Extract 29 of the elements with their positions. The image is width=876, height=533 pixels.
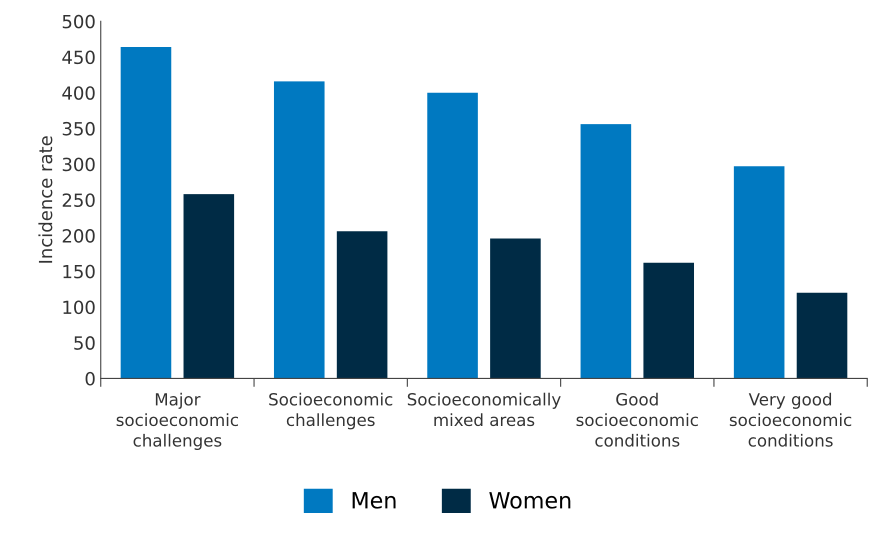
bar — [734, 166, 784, 378]
x-tick-label: Socioeconomically mixed areas — [408, 392, 561, 426]
bar — [184, 194, 234, 378]
x-tick-label: Good socioeconomic conditions — [576, 392, 698, 447]
bar — [274, 81, 325, 378]
y-tick-label: 100 — [63, 300, 95, 314]
y-tick-label: 50 — [74, 336, 95, 350]
y-tick-label: 400 — [62, 86, 95, 100]
y-tick-label: 500 — [62, 14, 95, 28]
y-tick-label: 150 — [63, 264, 95, 278]
y-tick-label: 300 — [62, 158, 95, 172]
legend-label: Men — [352, 492, 396, 509]
y-tick-label: 250 — [62, 193, 95, 207]
y-axis-title: Incidence rate — [38, 136, 52, 263]
bar — [427, 92, 478, 378]
x-tick-label: Socioeconomic challenges — [269, 392, 392, 430]
y-tick-label: 0 — [86, 372, 95, 386]
y-tick-label: 350 — [62, 122, 95, 136]
legend-label: Women — [489, 492, 570, 509]
bar — [580, 124, 632, 378]
y-tick-label: 450 — [62, 50, 95, 64]
x-tick-label: Major socioeconomic challenges — [116, 392, 238, 450]
x-tick-label: Very good socioeconomic conditions — [730, 392, 852, 447]
bar — [336, 231, 388, 378]
bar — [796, 292, 848, 378]
bar — [120, 47, 172, 378]
bar — [643, 262, 694, 378]
y-tick-label: 200 — [62, 229, 95, 243]
bar — [490, 238, 541, 378]
